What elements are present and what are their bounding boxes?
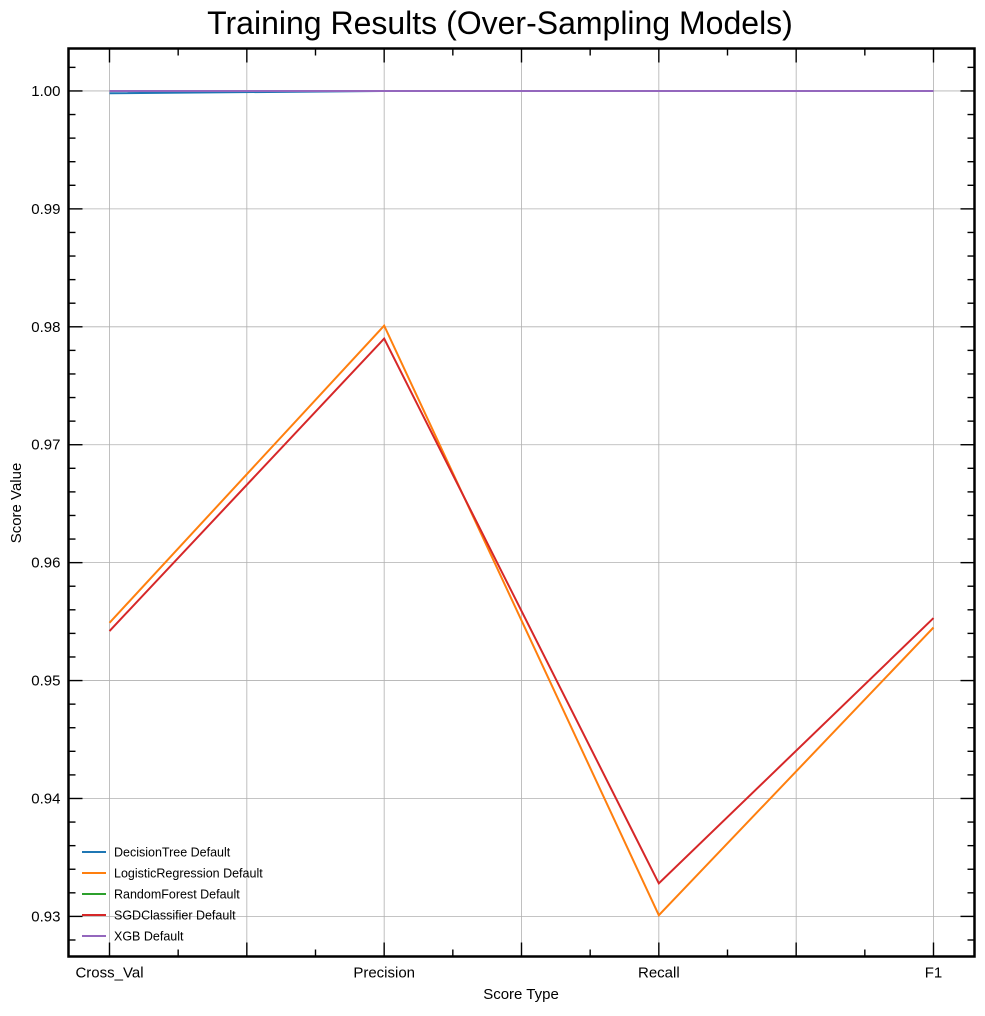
x-tick-label: F1 — [925, 965, 943, 982]
x-tick-label: Recall — [638, 965, 680, 982]
series-lines — [108, 89, 935, 917]
legend-label: LogisticRegression Default — [114, 867, 263, 881]
chart-title: Training Results (Over-Sampling Models) — [207, 5, 793, 41]
legend-label: XGB Default — [114, 930, 184, 944]
x-tick-label: Precision — [353, 965, 415, 982]
legend-label: DecisionTree Default — [114, 846, 231, 860]
y-tick-label: 0.93 — [31, 908, 60, 925]
y-tick-label: 0.99 — [31, 201, 60, 218]
y-tick-label: 0.94 — [31, 790, 60, 807]
y-axis-label: Score Value — [8, 463, 25, 544]
legend-label: RandomForest Default — [114, 888, 240, 902]
y-tick-label: 0.96 — [31, 555, 60, 572]
y-tick-label: 0.97 — [31, 437, 60, 454]
legend-label: SGDClassifier Default — [114, 909, 236, 923]
y-tick-label: 1.00 — [31, 83, 60, 100]
series-line — [108, 336, 935, 886]
y-tick-label: 0.95 — [31, 673, 60, 690]
tick-labels: 0.93 0.94 0.95 0.96 0.97 0.98 0.99 1.00 Cross_Va… — [31, 83, 942, 982]
plot-frame — [67, 47, 976, 958]
series-line — [108, 323, 935, 917]
x-axis-label: Score Type — [483, 986, 559, 1003]
legend: DecisionTree Default LogisticRegression D… — [82, 846, 263, 944]
y-tick-label: 0.98 — [31, 319, 60, 336]
x-tick-label: Cross_Val — [75, 965, 143, 982]
